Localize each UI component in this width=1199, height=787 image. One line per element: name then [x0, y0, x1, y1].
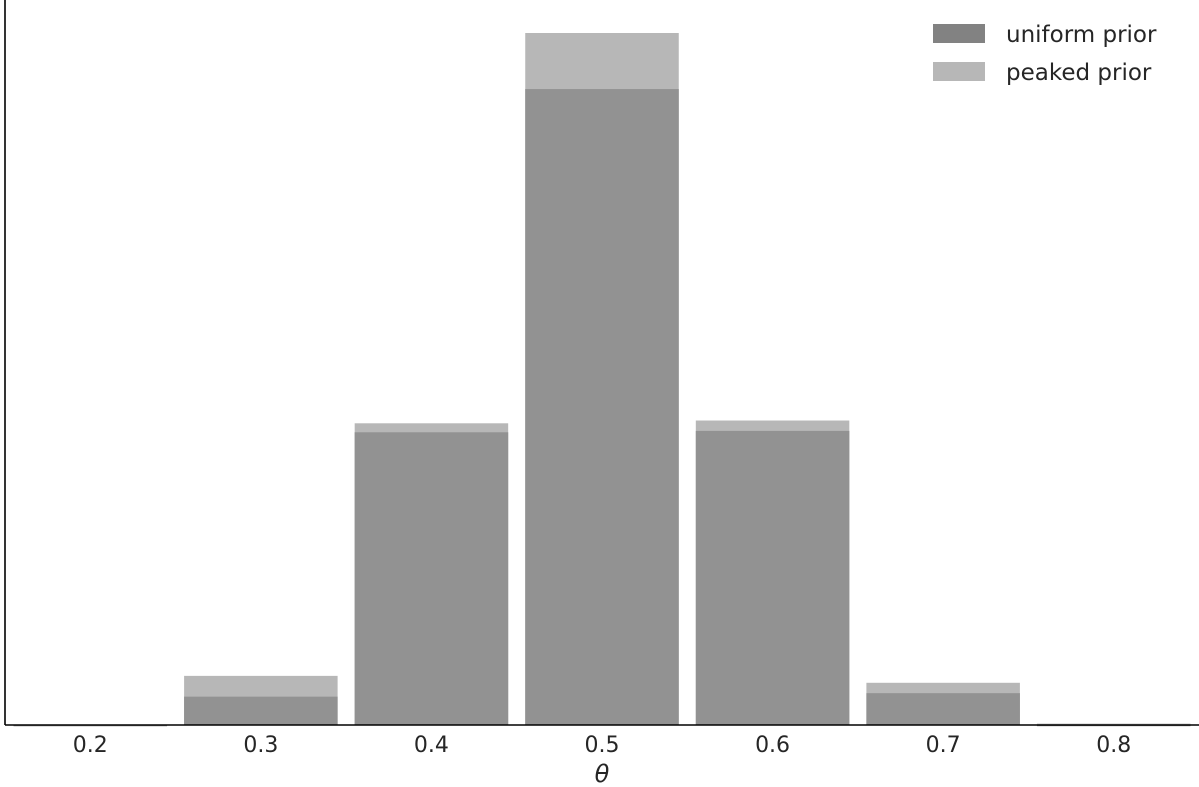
legend-label-peaked-prior: peaked prior: [1006, 60, 1152, 86]
bars-group: [13, 33, 1191, 727]
x-tick-label: 0.2: [73, 733, 108, 758]
bar-peaked-prior-0.4: [354, 423, 509, 725]
x-tick-label: 0.3: [243, 733, 278, 758]
bar-peaked-prior-0.6: [695, 420, 850, 725]
bar-peaked-prior-0.3: [184, 675, 338, 725]
x-tick-label: 0.6: [755, 733, 790, 758]
bar-peaked-prior-0.7: [866, 682, 1020, 725]
legend-swatch-uniform-prior: [933, 24, 985, 43]
x-tick-label: 0.5: [585, 733, 620, 758]
bar-peaked-prior-0.5: [525, 33, 679, 725]
legend: uniform prior peaked prior: [933, 22, 1157, 86]
x-tick-labels: 0.2 0.3 0.4 0.5 0.6 0.7 0.8: [73, 733, 1131, 758]
x-tick-label: 0.7: [926, 733, 961, 758]
x-axis-label: θ: [595, 760, 610, 787]
x-tick-label: 0.8: [1096, 733, 1131, 758]
legend-label-uniform-prior: uniform prior: [1006, 22, 1157, 48]
x-tick-label: 0.4: [414, 733, 449, 758]
legend-swatch-peaked-prior: [933, 62, 985, 81]
